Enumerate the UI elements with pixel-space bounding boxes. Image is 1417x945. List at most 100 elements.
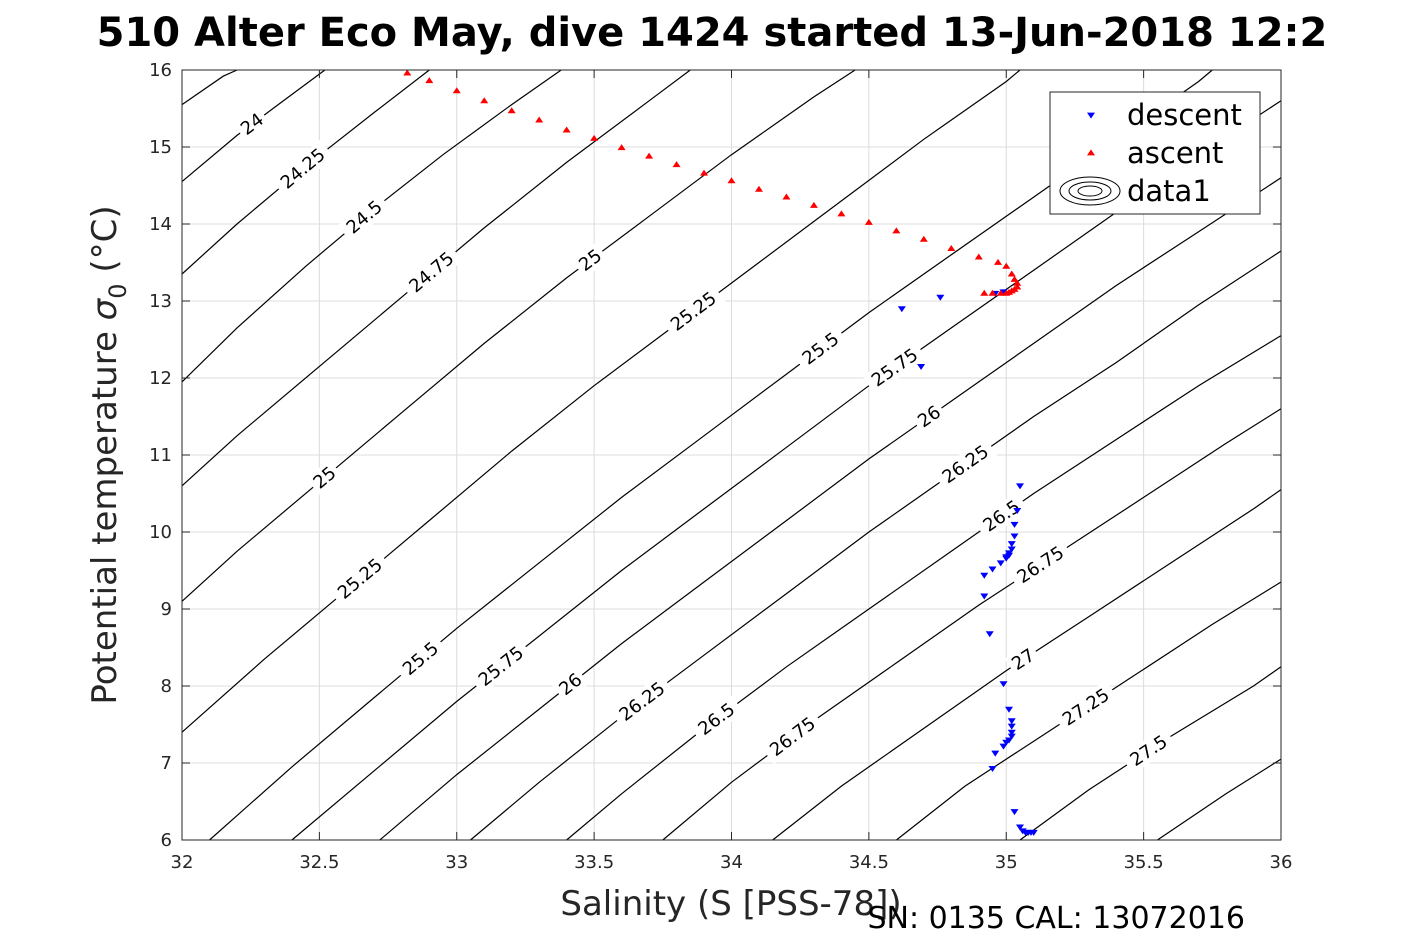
contour-label-background: [760, 708, 825, 765]
descent-point: [1013, 508, 1022, 515]
contour-label-background: [1004, 642, 1042, 677]
descent-point: [917, 364, 926, 371]
y-axis-label-unit: (°C): [85, 205, 125, 283]
ascent-point: [754, 185, 763, 192]
ascent-point: [480, 97, 489, 104]
y-axis-label-subscript: 0: [104, 283, 132, 298]
x-tick-label: 34: [720, 852, 743, 873]
x-tick-label: 32.5: [299, 852, 339, 873]
ascent-point: [988, 289, 997, 296]
ascent-point: [1002, 262, 1011, 269]
legend-box: [1049, 91, 1261, 215]
contour-label-background: [862, 340, 927, 395]
contour-label-background: [910, 398, 948, 435]
contour-line-27.5: [1019, 666, 1282, 841]
ascent-point: [700, 169, 709, 176]
descent-point: [1007, 718, 1016, 725]
legend: descent ascent data1: [1049, 91, 1261, 215]
legend-contour-icon-ring-1: [1068, 181, 1112, 201]
ascent-point: [727, 177, 736, 184]
contour-label-background: [233, 106, 271, 142]
descent-point: [1002, 739, 1011, 746]
descent-point: [999, 681, 1008, 688]
ascent-point: [1013, 279, 1022, 286]
descent-point: [1010, 521, 1019, 528]
descent-point: [1010, 809, 1019, 816]
contour-label-background: [469, 638, 533, 695]
descent-point: [980, 593, 989, 600]
contour-label-background: [1008, 538, 1073, 592]
grid: [181, 69, 1282, 841]
x-tick-label: 32: [171, 852, 194, 873]
legend-contour-icon-ring-2: [1077, 185, 1103, 197]
descent-point: [897, 306, 906, 313]
descent-point: [936, 294, 945, 301]
ascent-point: [645, 152, 654, 159]
contour-label-background: [1120, 727, 1177, 775]
ascent-point: [892, 227, 901, 234]
ascent-point: [617, 144, 626, 151]
y-tick-label: 9: [161, 599, 172, 620]
descent-point: [999, 743, 1008, 750]
x-tick-label: 35: [995, 852, 1018, 873]
data-series: [403, 69, 1038, 836]
y-tick-label: 12: [149, 368, 172, 389]
ascent-point: [980, 289, 989, 296]
ascent-point: [562, 126, 571, 133]
x-tick-label: 33: [445, 852, 468, 873]
descent-point: [1007, 541, 1016, 548]
chart-title: 510 Alter Eco May, dive 1424 started 13-…: [97, 10, 1328, 56]
legend-entry-data1: data1: [1059, 174, 1211, 208]
y-axis-label-sigma: σ: [85, 297, 125, 320]
descent-point: [1007, 733, 1016, 740]
ascent-point: [1007, 270, 1016, 277]
descent-point: [980, 572, 989, 579]
contour-line-27: [772, 489, 1282, 841]
legend-entry-ascent: ascent: [1087, 136, 1223, 170]
y-axis-label-main: Potential temperature: [85, 320, 125, 704]
ascent-point: [994, 258, 1003, 265]
ascent-point: [782, 193, 791, 200]
descent-point: [1010, 533, 1019, 540]
legend-label: descent: [1127, 98, 1242, 132]
contour-line-23.75: [181, 69, 238, 106]
descent-point: [1029, 829, 1038, 836]
ascent-point: [837, 210, 846, 217]
descent-point: [1007, 546, 1016, 553]
legend-contour-icon-ring-0: [1059, 176, 1121, 206]
ascent-point: [403, 69, 412, 76]
descent-point: [1004, 706, 1013, 713]
y-tick-label: 11: [149, 445, 172, 466]
contour-label-background: [328, 549, 392, 608]
legend-label: data1: [1127, 174, 1211, 208]
x-axis-ticks: 32 32.5 33 33.5 34 34.5 35 35.5 36: [171, 70, 1293, 873]
descent-point: [985, 631, 994, 638]
contour-label-background: [571, 242, 609, 278]
ascent-point: [452, 87, 461, 94]
contour-line-25: [181, 69, 856, 602]
ascent-point: [809, 201, 818, 208]
contour-label-background: [337, 191, 392, 243]
x-tick-label: 35.5: [1124, 852, 1164, 873]
y-tick-label: 8: [161, 676, 172, 697]
y-tick-label: 6: [161, 830, 172, 851]
y-tick-label: 7: [161, 753, 172, 774]
y-tick-label: 14: [149, 214, 172, 235]
ascent-point: [425, 77, 434, 84]
legend-label: ascent: [1127, 136, 1223, 170]
legend-marker-descent: [1087, 112, 1095, 119]
calibration-footer: SN: 0135 CAL: 13072016: [867, 901, 1245, 936]
ascent-point: [535, 116, 544, 123]
ascent-point: [1010, 275, 1019, 282]
descent-point: [996, 560, 1005, 567]
ascent-point: [864, 218, 873, 225]
x-tick-label: 36: [1270, 852, 1293, 873]
descent-point: [1015, 483, 1024, 490]
contour-line-26.5: [566, 335, 1282, 841]
contour-label-background: [271, 139, 334, 198]
contour-label-background: [661, 283, 726, 340]
x-axis-label: Salinity (S [PSS-78]): [560, 884, 901, 924]
y-tick-label: 16: [149, 60, 172, 81]
ascent-point: [974, 253, 983, 260]
